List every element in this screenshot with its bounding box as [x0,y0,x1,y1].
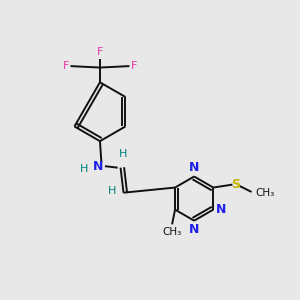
Text: F: F [97,47,103,57]
Text: F: F [63,61,69,71]
Text: N: N [189,161,200,174]
Text: H: H [119,149,128,159]
Text: CH₃: CH₃ [255,188,274,198]
Text: N: N [93,160,104,173]
Text: H: H [107,186,116,196]
Text: S: S [231,178,240,191]
Text: CH₃: CH₃ [163,227,182,237]
Text: H: H [80,164,88,174]
Text: N: N [189,223,200,236]
Text: N: N [216,203,226,216]
Text: F: F [131,61,137,71]
